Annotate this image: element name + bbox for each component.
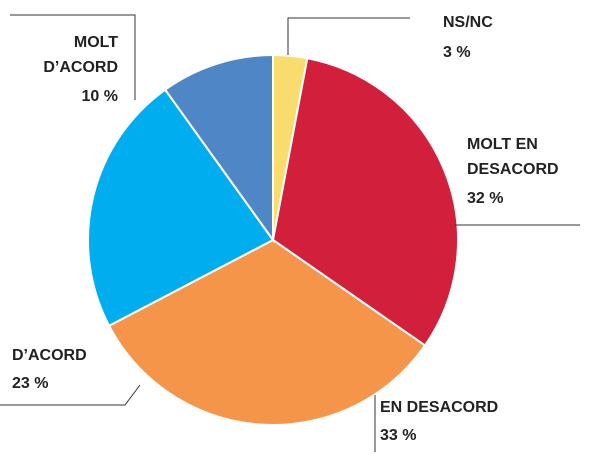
pie-slice [107,238,427,426]
slice-label: MOLT EN DESACORD [467,136,559,178]
leader-line [0,384,141,406]
value-label: 32 % [467,190,504,207]
pie-slice [87,88,275,328]
value-label: 33 % [380,427,417,444]
slice-label: NS/NC [443,14,493,31]
slice-label: D’ACORD [12,347,87,364]
pie-slice [163,53,274,244]
slice-label: EN DESACORD [380,399,499,416]
value-label: 10 % [81,88,118,105]
leader-line [10,14,136,100]
pie-slice [271,57,459,347]
value-label: 23 % [12,375,49,392]
slice-label: MOLT D’ACORD [43,34,118,76]
leader-line [287,17,410,55]
value-label: 3 % [443,44,471,61]
slices [87,53,459,426]
